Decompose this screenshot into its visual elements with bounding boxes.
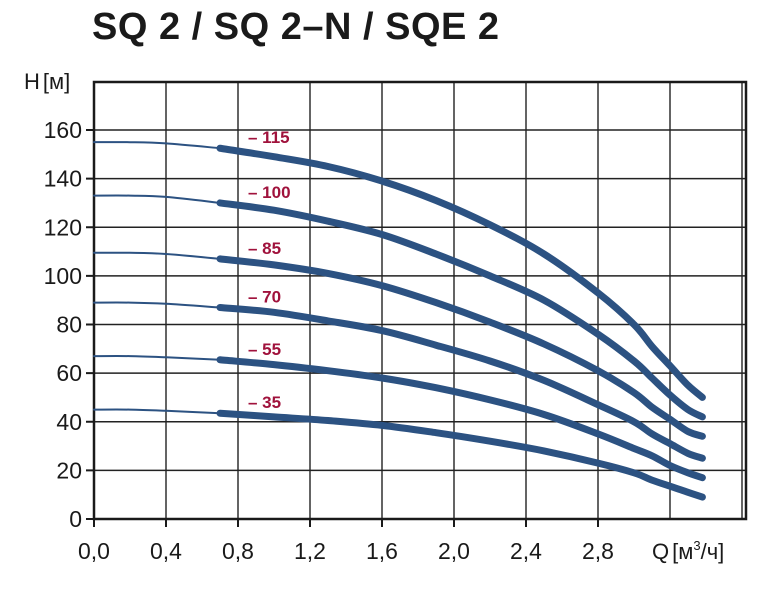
curve-inlet-segment (93, 194, 221, 204)
curve-operating-segment (216, 409, 706, 501)
y-tick-label: 160 (44, 117, 82, 143)
y-tick-label: 60 (56, 360, 82, 386)
curve-operating-segment (216, 356, 706, 482)
x-tick-label: 2,8 (582, 538, 614, 564)
curve-inlet-segment (93, 408, 221, 415)
curve-label: – 100 (248, 183, 291, 202)
curve-inlet-segment (93, 355, 221, 361)
x-axis-label: Q [м3/ч] (652, 538, 724, 564)
x-tick-label: 2,0 (438, 538, 470, 564)
x-tick-label: 0,0 (78, 538, 110, 564)
curve-inlet-segment (93, 301, 221, 309)
x-tick-label: 1,6 (366, 538, 398, 564)
y-axis-label: H [м] (24, 69, 70, 94)
x-ticks: 0,0 0,4 0,8 1,2 1,6 2,0 2,4 2,8 (78, 519, 614, 564)
y-tick-label: 80 (56, 312, 82, 338)
curve-operating-segment (216, 199, 706, 421)
chart-title: SQ 2 / SQ 2–N / SQE 2 (92, 6, 500, 48)
x-tick-label: 0,8 (222, 538, 254, 564)
y-ticks: 0 20 40 60 80 100 120 140 160 (44, 117, 94, 532)
plot-frame (92, 80, 748, 521)
y-tick-label: 140 (44, 166, 82, 192)
x-tick-label: 2,4 (510, 538, 542, 564)
x-tick-label: 0,4 (150, 538, 182, 564)
curves (93, 141, 706, 501)
curve-inlet-segment (93, 141, 221, 150)
y-tick-label: 0 (69, 506, 82, 532)
curve-operating-segment (216, 255, 706, 440)
curve-label: – 85 (248, 239, 281, 258)
curve-labels: – 115 – 100 – 85 – 70 – 55 – 35 (248, 128, 291, 412)
y-tick-label: 120 (44, 214, 82, 240)
curve-label: – 55 (248, 340, 281, 359)
curve-label: – 35 (248, 393, 281, 412)
curve-operating-segment (216, 144, 706, 401)
curve-inlet-segment (93, 251, 221, 260)
x-tick-label: 1,2 (294, 538, 326, 564)
y-tick-label: 20 (56, 457, 82, 483)
curve-label: – 115 (248, 128, 290, 147)
y-tick-label: 40 (56, 409, 82, 435)
curve-operating-segment (216, 303, 706, 462)
curve-label: – 70 (248, 287, 281, 306)
y-tick-label: 100 (44, 263, 82, 289)
